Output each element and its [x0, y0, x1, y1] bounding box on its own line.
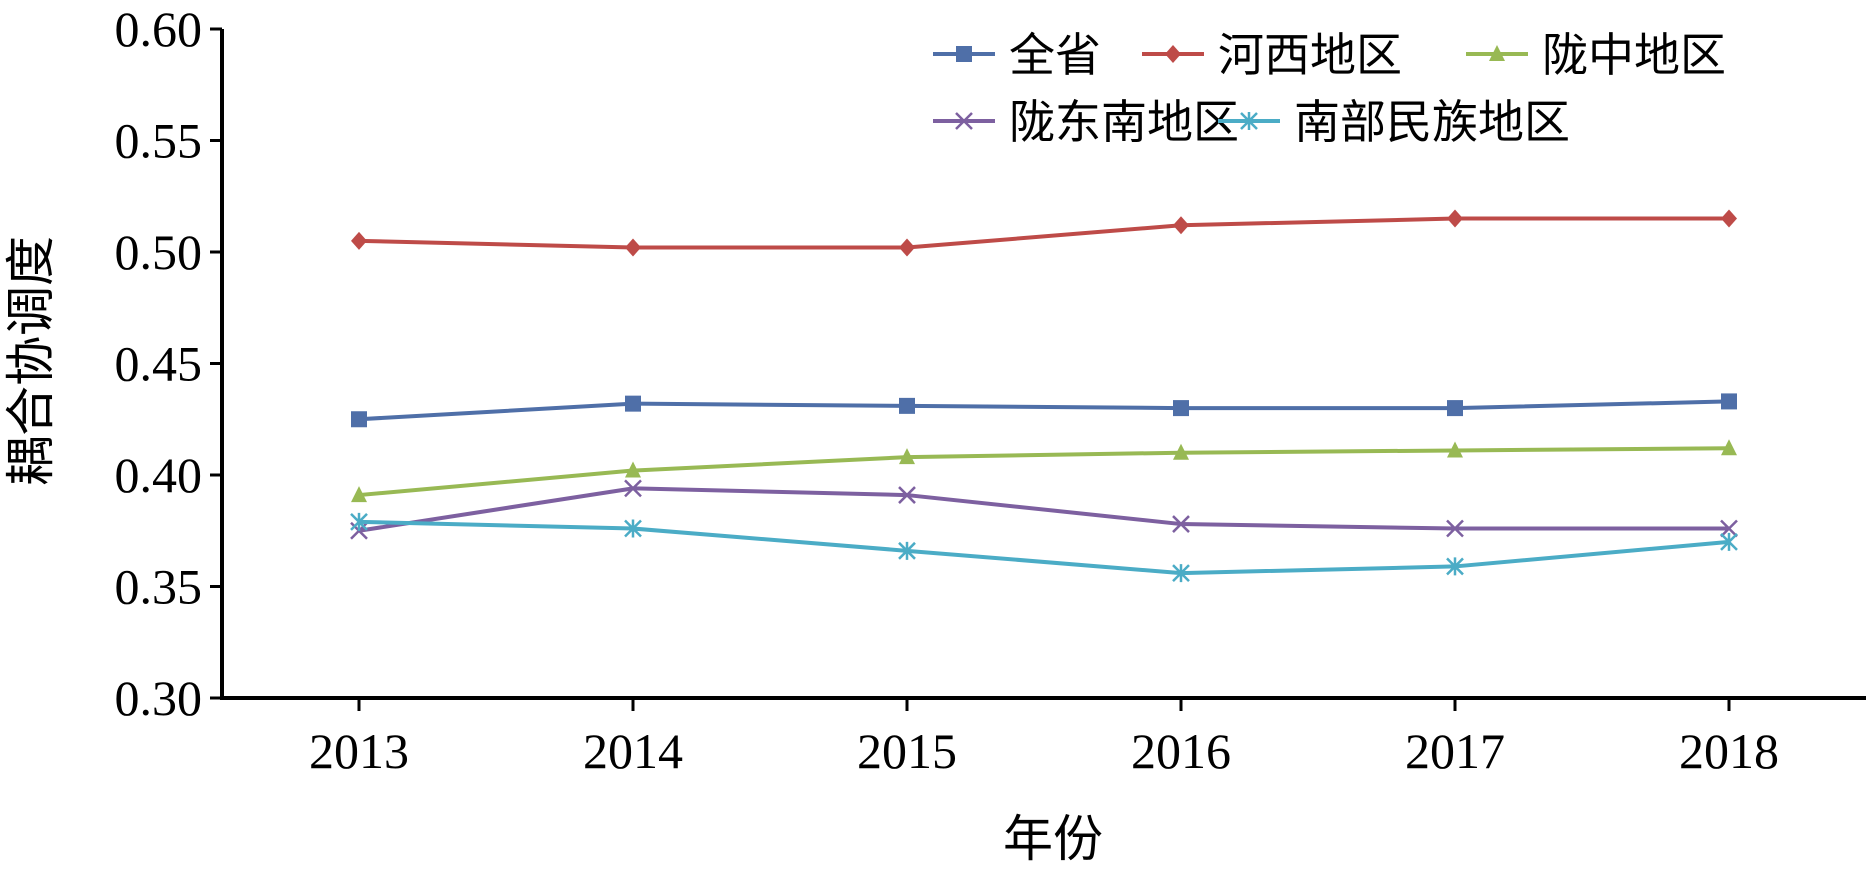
- data-point: [351, 411, 367, 428]
- y-tick-label: 0.55: [115, 113, 203, 169]
- data-point: [1446, 519, 1464, 538]
- y-tick-label: 0.30: [115, 670, 203, 726]
- data-point: [899, 397, 915, 414]
- data-point: [1447, 209, 1463, 228]
- legend-label: 陇东南地区: [1009, 95, 1239, 149]
- data-point: [1721, 393, 1737, 410]
- data-point: [898, 541, 916, 560]
- data-point: [1447, 441, 1463, 458]
- x-tick-label: 2015: [857, 723, 957, 779]
- data-point: [624, 519, 642, 538]
- data-point: [898, 486, 916, 504]
- y-tick-label: 0.60: [115, 1, 203, 57]
- legend-marker: [955, 112, 973, 130]
- data-point: [899, 448, 915, 465]
- series-2: [351, 439, 1737, 503]
- data-point: [1721, 439, 1737, 456]
- y-tick-label: 0.45: [115, 336, 203, 392]
- y-tick-label: 0.35: [115, 559, 203, 615]
- data-point: [625, 395, 641, 412]
- legend-marker: [1240, 112, 1258, 130]
- series-1: [351, 209, 1737, 257]
- legend-label: 陇中地区: [1542, 28, 1726, 82]
- legend-item-0: 全省: [933, 28, 1101, 82]
- legend-label: 南部民族地区: [1294, 95, 1570, 149]
- series-line: [358, 446, 1730, 498]
- legend-label: 全省: [1009, 28, 1101, 82]
- data-point: [351, 231, 367, 250]
- series-4: [350, 512, 1738, 583]
- data-point: [625, 461, 641, 478]
- y-axis-title: 耦合协调度: [2, 236, 60, 486]
- x-tick-label: 2013: [309, 723, 409, 779]
- data-point: [625, 238, 641, 257]
- data-point: [624, 479, 642, 498]
- data-point: [1447, 400, 1463, 417]
- x-tick-label: 2018: [1679, 723, 1779, 779]
- series-line: [358, 399, 1730, 422]
- series-0: [351, 393, 1737, 428]
- y-tick-label: 0.40: [115, 447, 203, 503]
- data-point: [1173, 443, 1189, 460]
- series-line: [358, 519, 1730, 576]
- data-point: [1721, 209, 1737, 228]
- legend-item-2: 陇中地区: [1466, 28, 1726, 82]
- series-line: [358, 216, 1729, 250]
- y-tick-label: 0.50: [115, 224, 203, 280]
- data-point: [899, 238, 915, 257]
- data-point: [1172, 515, 1190, 533]
- data-point: [1173, 216, 1189, 235]
- legend-item-3: 陇东南地区: [933, 95, 1239, 149]
- data-point: [351, 486, 367, 503]
- x-tick-label: 2014: [583, 723, 683, 779]
- series-line: [358, 486, 1729, 533]
- legend-item-1: 河西地区: [1142, 28, 1402, 82]
- legend-marker: [1489, 45, 1505, 61]
- x-tick-label: 2016: [1131, 723, 1231, 779]
- x-tick-label: 2017: [1405, 723, 1505, 779]
- series-3: [350, 479, 1738, 540]
- legend-marker: [1165, 45, 1181, 63]
- data-point: [1720, 532, 1738, 551]
- data-point: [1172, 564, 1190, 583]
- data-point: [1173, 400, 1189, 417]
- legend-label: 河西地区: [1218, 28, 1402, 82]
- data-point: [1446, 557, 1464, 576]
- legend-item-4: 南部民族地区: [1218, 95, 1570, 149]
- data-point: [350, 512, 368, 531]
- legend-marker: [956, 46, 972, 62]
- x-axis-title: 年份: [1003, 810, 1103, 868]
- data-point: [1720, 519, 1738, 538]
